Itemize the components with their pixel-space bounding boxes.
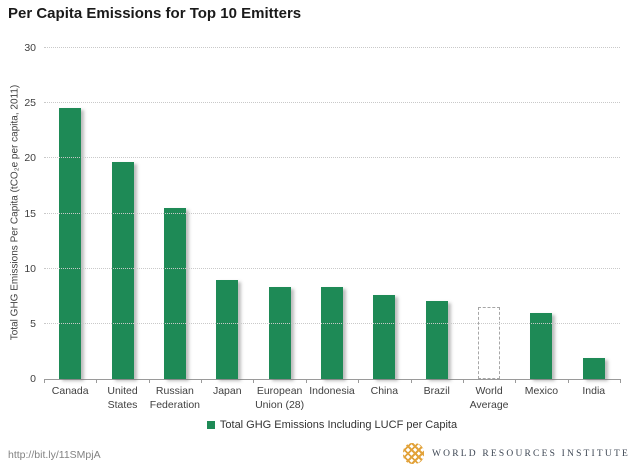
bar-slot-indonesia: [306, 48, 358, 379]
bar-slot-mexico: [515, 48, 567, 379]
bar-mexico: [530, 312, 553, 379]
x-axis-tick-9: [515, 379, 517, 383]
wri-logo: WORLD RESOURCES INSTITUTE: [402, 443, 630, 464]
y-tick-label-30: 30: [24, 42, 36, 54]
x-axis-tick-11: [620, 379, 621, 383]
x-axis-labels: Canada United States Russian Federation Jap…: [44, 385, 620, 412]
x-label-indonesia: Indonesia: [309, 385, 355, 397]
y-tick-label-10: 10: [24, 262, 36, 275]
bar-slot-united-states: [96, 48, 148, 379]
gridline-10: [44, 267, 620, 269]
y-axis-tick-labels: 0 5 10 15 20 25 30: [0, 42, 38, 385]
x-axis-tick-7: [410, 379, 412, 383]
x-axis-tick-6: [358, 379, 360, 383]
y-tick-label-5: 5: [30, 317, 36, 330]
x-axis-tick-4: [253, 379, 255, 383]
x-axis-tick-1: [96, 379, 98, 383]
gridline-15: [44, 212, 620, 214]
bar-slot-world-average: [463, 48, 515, 379]
wri-logo-text: WORLD RESOURCES INSTITUTE: [431, 448, 630, 459]
y-tick-label-25: 25: [24, 97, 36, 110]
x-axis-tick-8: [462, 379, 464, 383]
bar-indonesia: [320, 287, 343, 379]
gridline-25: [44, 102, 620, 104]
wri-woven-diamond-icon: [402, 443, 424, 464]
x-axis-tick-2: [148, 379, 150, 383]
bar-japan: [216, 279, 239, 379]
bar-india: [582, 358, 605, 379]
legend-swatch-icon: [206, 421, 215, 429]
legend: Total GHG Emissions Including LUCF per C…: [44, 419, 620, 431]
gridline-30: [44, 47, 620, 48]
bar-china: [373, 295, 396, 379]
bars-container: [44, 48, 620, 379]
x-label-brazil: Brazil: [423, 385, 450, 397]
bar-world-average: [478, 307, 501, 379]
bar-canada: [59, 107, 82, 379]
x-label-mexico: Mexico: [524, 385, 559, 397]
bar-slot-japan: [201, 48, 253, 379]
plot-area: [44, 47, 621, 383]
bar-united-states: [111, 161, 134, 379]
x-axis-tick-10: [567, 379, 569, 383]
x-axis-tick-0: [44, 379, 45, 383]
bar-slot-canada: [44, 48, 96, 379]
y-tick-label-20: 20: [24, 152, 36, 165]
bar-slot-china: [358, 48, 410, 379]
bar-slot-india: [568, 48, 620, 379]
y-tick-label-0: 0: [30, 373, 36, 385]
source-link[interactable]: http://bit.ly/11SMpjA: [8, 449, 101, 461]
x-axis-tick-3: [201, 379, 203, 383]
gridline-20: [44, 157, 620, 159]
bar-slot-russian-federation: [149, 48, 201, 379]
x-label-japan: Japan: [212, 385, 242, 397]
x-label-european-union-28: European Union (28): [255, 385, 305, 411]
legend-label: Total GHG Emissions Including LUCF per C…: [219, 419, 458, 431]
chart-title: Per Capita Emissions for Top 10 Emitters: [8, 5, 302, 22]
bar-brazil: [425, 300, 448, 379]
x-label-india: India: [582, 385, 606, 397]
bar-slot-brazil: [411, 48, 463, 379]
bar-slot-european-union-28: [253, 48, 305, 379]
x-axis-tick-5: [305, 379, 307, 383]
bar-european-union-28: [268, 287, 291, 379]
x-label-world-average: World Average: [469, 385, 509, 411]
x-label-china: China: [370, 385, 399, 397]
x-label-canada: Canada: [51, 385, 89, 397]
gridline-5: [44, 322, 620, 324]
x-label-russian-federation: Russian Federation: [149, 385, 200, 411]
bar-russian-federation: [163, 207, 186, 379]
x-label-united-states: United States: [107, 385, 138, 411]
y-tick-label-15: 15: [24, 207, 36, 220]
